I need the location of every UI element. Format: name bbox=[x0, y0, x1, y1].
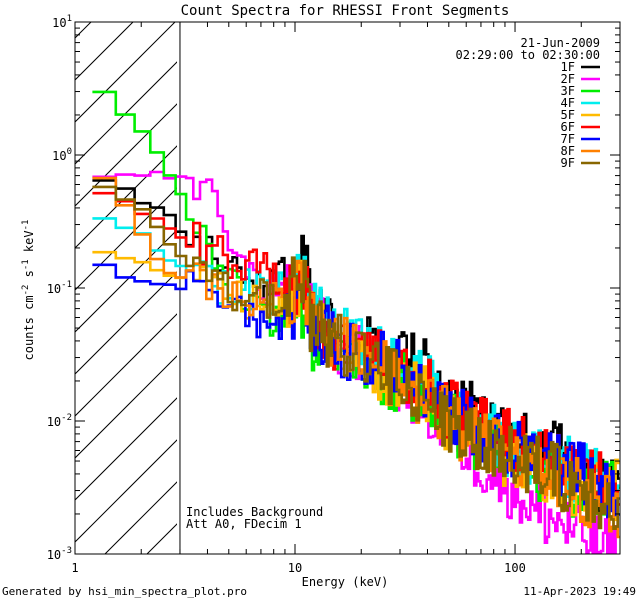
x-tick-label: 1 bbox=[71, 561, 78, 575]
hatch-line bbox=[75, 22, 134, 81]
observation-date: 21-Jun-2009 bbox=[521, 36, 600, 50]
legend-label-3F: 3F bbox=[561, 84, 575, 98]
series-line-9F bbox=[92, 185, 620, 530]
x-axis-label: Energy (keV) bbox=[302, 575, 389, 589]
y-tick-label: 100 bbox=[52, 147, 72, 163]
footer-timestamp: 11-Apr-2023 19:49 bbox=[523, 585, 636, 598]
chart-title: Count Spectra for RHESSI Front Segments bbox=[181, 3, 510, 19]
y-axis-label: counts cm-2 s-1 keV-1 bbox=[21, 220, 36, 361]
note-attenuator: Att A0, FDecim 1 bbox=[186, 517, 302, 531]
series-line-2F bbox=[92, 170, 617, 554]
legend-label-4F: 4F bbox=[561, 96, 575, 110]
y-axis-label-kev: keV bbox=[22, 230, 36, 259]
y-tick-label-base: 10 bbox=[52, 149, 66, 163]
y-axis-label-s: s bbox=[22, 270, 36, 284]
y-tick-label-exp: -1 bbox=[61, 280, 72, 290]
y-tick-label: 10-3 bbox=[47, 546, 72, 562]
note-background: Includes Background bbox=[186, 505, 323, 519]
y-axis-label-exp-kev: -1 bbox=[21, 220, 31, 231]
y-tick-label-exp: -2 bbox=[61, 413, 72, 423]
hatch-line bbox=[75, 313, 177, 417]
legend-label-6F: 6F bbox=[561, 120, 575, 134]
y-tick-label: 10-1 bbox=[47, 280, 72, 296]
y-tick-label-exp: 1 bbox=[67, 14, 72, 24]
footer-generated-by: Generated by hsi_min_spectra_plot.pro bbox=[2, 585, 247, 598]
hatch-line bbox=[75, 187, 177, 291]
x-tick-label: 10 bbox=[288, 561, 302, 575]
y-tick-label-base: 10 bbox=[47, 415, 61, 429]
plot-series bbox=[92, 90, 620, 554]
y-axis-label-main: counts cm bbox=[22, 295, 36, 360]
hatched-region bbox=[0, 0, 177, 554]
legend-label-5F: 5F bbox=[561, 108, 575, 122]
hatch-line bbox=[75, 397, 177, 501]
hatch-line bbox=[75, 229, 177, 333]
y-tick-label-base: 10 bbox=[47, 282, 61, 296]
legend-label-7F: 7F bbox=[561, 132, 575, 146]
hatch-line bbox=[0, 0, 75, 554]
y-tick-label-exp: 0 bbox=[67, 147, 72, 157]
legend-label-8F: 8F bbox=[561, 144, 575, 158]
legend-label-2F: 2F bbox=[561, 72, 575, 86]
y-tick-label-exp: -3 bbox=[61, 546, 72, 556]
x-tick-label: 100 bbox=[504, 561, 526, 575]
y-tick-label: 10-2 bbox=[47, 413, 72, 429]
legend-label-9F: 9F bbox=[561, 156, 575, 170]
legend-label-1F: 1F bbox=[561, 60, 575, 74]
observation-time-range: 02:29:00 to 02:30:00 bbox=[456, 48, 601, 62]
y-tick-label-base: 10 bbox=[47, 548, 61, 562]
y-axis-label-exp-s: -1 bbox=[21, 259, 31, 270]
hatch-line bbox=[0, 0, 117, 554]
hatch-line bbox=[75, 22, 176, 123]
hatch-line bbox=[75, 355, 177, 459]
y-tick-label-base: 10 bbox=[52, 16, 66, 30]
y-axis-label-exp-cm: -2 bbox=[21, 285, 31, 296]
hatch-line bbox=[75, 439, 177, 543]
x-axis: 1 10 100 bbox=[71, 22, 621, 575]
y-tick-label: 101 bbox=[52, 14, 72, 30]
